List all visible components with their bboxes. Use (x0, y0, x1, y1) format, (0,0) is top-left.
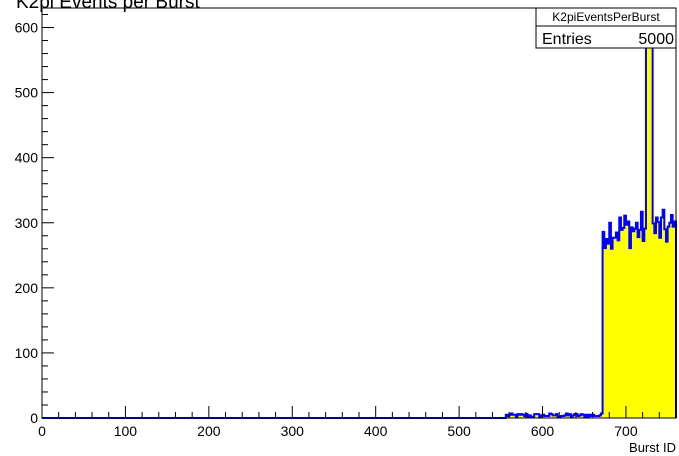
histogram-bin (620, 229, 623, 418)
histogram-bin (650, 31, 653, 419)
histogram-bars (505, 26, 677, 419)
histogram-bin (612, 237, 615, 418)
histogram-bin (512, 414, 515, 418)
x-axis-label: Burst ID (629, 440, 676, 455)
histogram-bin (655, 217, 658, 418)
histogram-bin (634, 228, 637, 418)
histogram-bin (630, 227, 633, 418)
histogram-bin (660, 217, 663, 418)
histogram-bin (604, 248, 607, 418)
histogram-bin (624, 215, 627, 418)
histogram-bin (667, 226, 670, 418)
histogram-bin (552, 415, 555, 418)
histogram-bin (662, 209, 665, 418)
histogram-bin (615, 232, 618, 418)
histogram-bin (535, 414, 538, 418)
x-tick-label: 600 (531, 423, 555, 439)
histogram-bin (605, 239, 608, 418)
histogram-bin (632, 231, 635, 418)
x-tick-label: 200 (197, 423, 221, 439)
plot-frame (41, 7, 677, 419)
histogram-bin (659, 237, 662, 418)
stats-entries-label: Entries (542, 31, 592, 48)
y-tick-label: 500 (15, 85, 39, 101)
stats-box: K2piEventsPerBurst Entries 5000 (535, 7, 677, 49)
histogram-bin (610, 248, 613, 418)
histogram-bin (649, 43, 652, 419)
y-tick-label: 300 (15, 215, 39, 231)
histogram-bin (635, 222, 638, 418)
histogram-bin (670, 214, 673, 418)
y-axis: 0 100 200 300 400 500 600 (15, 14, 54, 426)
histogram-bin (609, 222, 612, 418)
histogram-bin (622, 227, 625, 418)
x-tick-label: 500 (447, 423, 471, 439)
histogram-bin (672, 226, 675, 418)
histogram-bin (644, 228, 647, 418)
histogram-bin (665, 241, 668, 418)
x-axis: 0 100 200 300 400 500 600 700 (38, 406, 677, 439)
stats-entries-value: 5000 (638, 31, 674, 48)
y-tick-label: 200 (15, 280, 39, 296)
histogram-bin (625, 224, 628, 418)
histogram-bin (642, 240, 645, 418)
histogram-bin (664, 229, 667, 418)
histogram-bin (657, 222, 660, 418)
histogram-bin (554, 415, 557, 418)
histogram-bin (567, 415, 570, 418)
histogram-bin (639, 229, 642, 418)
chart-title: K2pi Events per Burst (16, 0, 200, 13)
x-tick-label: 0 (38, 423, 46, 439)
histogram-bin (637, 237, 640, 418)
histogram-bin (669, 222, 672, 418)
y-tick-label: 0 (30, 410, 38, 426)
histogram-bin (619, 217, 622, 418)
histogram-bin (654, 233, 657, 418)
x-tick-label: 400 (364, 423, 388, 439)
x-tick-label: 700 (614, 423, 638, 439)
histogram-bin (627, 221, 630, 418)
y-tick-label: 400 (15, 150, 39, 166)
x-tick-label: 300 (281, 423, 305, 439)
histogram-bin (607, 243, 610, 418)
histogram-bin (640, 211, 643, 418)
histogram-bin (629, 248, 632, 418)
histogram-bin (652, 223, 655, 418)
stats-box-frame (535, 7, 677, 49)
x-tick-label: 100 (114, 423, 138, 439)
stats-box-name: K2piEventsPerBurst (552, 10, 660, 24)
y-tick-label: 100 (15, 345, 39, 361)
histogram-bin (519, 414, 522, 418)
histogram-outline (42, 25, 677, 419)
histogram-bin (614, 237, 617, 418)
histogram-bin (617, 240, 620, 418)
histogram-bin (647, 32, 650, 418)
histogram-bin (520, 414, 523, 418)
y-tick-label: 600 (15, 20, 39, 36)
